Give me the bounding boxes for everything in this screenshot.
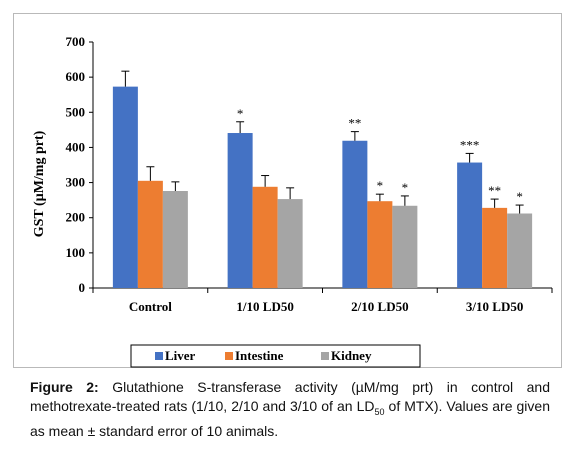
caption-label: Figure 2:: [30, 379, 99, 395]
bar-liver: [457, 162, 483, 288]
bar-liver: [342, 140, 368, 288]
bar-intestine: [367, 201, 393, 288]
legend-label-kidney: Kidney: [331, 348, 372, 363]
bar-intestine: [137, 180, 163, 288]
y-axis: 0 100 200 300 400 500 600 700: [66, 34, 94, 295]
y-tick-label: 100: [66, 245, 86, 260]
caption-subscript: 50: [374, 406, 385, 417]
y-tick-label: 0: [79, 280, 86, 295]
bar-chart: 0 100 200 300 400 500 600 700 Control 1/10 LD50 2…: [32, 34, 553, 368]
significance-marker: ***: [460, 137, 480, 152]
bar-liver: [227, 133, 253, 288]
bar-intestine: [482, 207, 508, 288]
significance-marker: *: [516, 189, 523, 204]
x-tick-label: 2/10 LD50: [351, 299, 408, 314]
y-tick-label: 700: [66, 34, 86, 49]
y-tick-label: 300: [66, 175, 86, 190]
legend: Liver Intestine Kidney: [130, 344, 421, 368]
significance-marker: *: [237, 106, 244, 121]
caption-text-1: Glutathione S-transferase activity (µM/m…: [30, 379, 550, 414]
y-tick-label: 600: [66, 69, 86, 84]
bar-kidney: [507, 213, 533, 288]
y-tick-label: 500: [66, 104, 86, 119]
legend-swatch-intestine: [225, 352, 233, 360]
y-tick-label: 400: [66, 139, 86, 154]
figure-caption: Figure 2: Glutathione S-transferase acti…: [30, 378, 550, 441]
bar-kidney: [162, 191, 188, 288]
legend-label-intestine: Intestine: [235, 348, 284, 363]
x-tick-label: 3/10 LD50: [466, 299, 523, 314]
significance-marker: **: [488, 183, 501, 198]
bar-liver: [112, 86, 138, 288]
x-axis: Control 1/10 LD50 2/10 LD50 3/10 LD50: [92, 287, 553, 314]
bar-kidney: [277, 199, 303, 288]
significance-marker: *: [377, 178, 384, 193]
caption-text-2: of MTX). Values are given as mean ± stan…: [30, 398, 550, 439]
x-tick-label: 1/10 LD50: [236, 299, 293, 314]
legend-swatch-liver: [155, 352, 163, 360]
y-axis-label: GST (µM/mg prt): [32, 130, 47, 237]
bar-intestine: [252, 186, 278, 288]
legend-box: [130, 344, 421, 368]
bar-kidney: [392, 205, 418, 288]
legend-label-liver: Liver: [165, 348, 196, 363]
x-tick-label: Control: [129, 299, 172, 314]
significance-marker: *: [402, 180, 409, 195]
legend-swatch-kidney: [321, 352, 329, 360]
bars: **** ****** *: [112, 70, 533, 288]
y-tick-label: 200: [66, 210, 86, 225]
significance-marker: **: [348, 116, 361, 131]
